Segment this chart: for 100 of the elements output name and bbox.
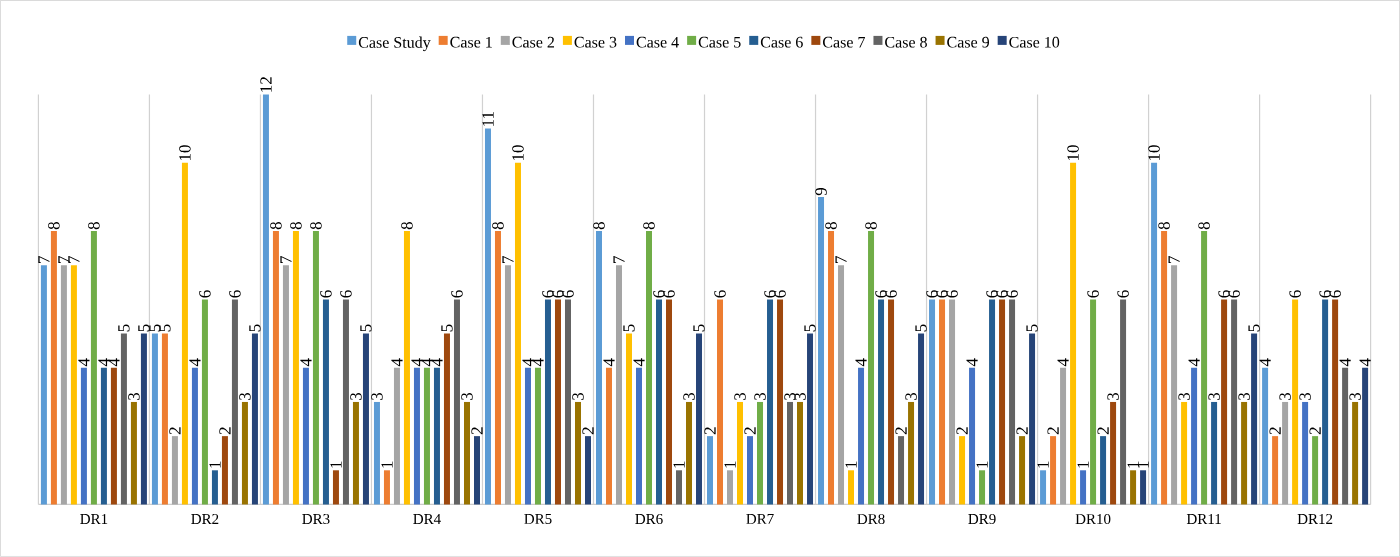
legend-label: Case 2 [512, 36, 555, 48]
bar [676, 470, 682, 505]
bar [1130, 470, 1137, 505]
data-label: 6 [1329, 290, 1341, 298]
bar [1029, 333, 1036, 505]
data-label: 6 [885, 290, 897, 298]
bar [1120, 299, 1127, 505]
data-label: 1 [976, 461, 988, 468]
bar [504, 265, 511, 505]
data-label: 2 [704, 427, 716, 435]
data-label: 6 [199, 290, 211, 298]
bar [413, 367, 420, 505]
legend-label: Case 7 [823, 36, 865, 48]
data-label: 4 [522, 358, 534, 367]
data-label: 5 [441, 324, 453, 332]
data-label: 8 [643, 222, 655, 230]
bar [90, 231, 97, 505]
data-label: 5 [138, 324, 150, 332]
bar [595, 231, 602, 505]
data-label: 3 [1178, 392, 1190, 400]
bar [584, 436, 591, 505]
x-tick-label: DR7 [746, 514, 774, 524]
data-label: 10 [1148, 145, 1160, 161]
legend-label: Case 1 [450, 36, 492, 48]
data-label: 3 [734, 392, 746, 400]
bar [1090, 299, 1097, 505]
data-label: 6 [320, 290, 332, 298]
bar [1221, 299, 1228, 505]
data-label: 4 [855, 358, 867, 367]
data-label: 10 [512, 145, 524, 161]
bar [130, 402, 137, 505]
data-label: 3 [683, 392, 695, 400]
data-label: 6 [653, 290, 665, 298]
data-label: 1 [381, 461, 393, 468]
data-label: 6 [1117, 290, 1129, 298]
bar [939, 299, 946, 505]
bar [60, 265, 67, 505]
data-label: 8 [865, 222, 877, 230]
data-label: 2 [169, 427, 181, 435]
data-label: 6 [936, 290, 948, 298]
bar [787, 402, 794, 505]
bar [1171, 265, 1178, 505]
bar [929, 299, 936, 505]
data-label: 2 [895, 427, 907, 435]
data-label: 4 [391, 358, 403, 367]
data-label: 3 [371, 392, 383, 400]
bar [737, 402, 744, 505]
data-label: 2 [471, 427, 483, 435]
data-label: 3 [905, 392, 917, 400]
bar [272, 231, 279, 505]
bar [918, 333, 925, 505]
data-label: 5 [149, 324, 161, 332]
bar [463, 402, 470, 505]
legend-label: Case 3 [574, 36, 617, 48]
bar [251, 333, 258, 505]
bar [999, 299, 1006, 505]
bar [989, 299, 996, 505]
x-tick-label: DR3 [302, 514, 330, 525]
bar [1201, 231, 1208, 505]
bar [564, 299, 571, 505]
data-label: 4 [966, 358, 978, 367]
data-label: 2 [219, 427, 231, 435]
data-label: 6 [1218, 290, 1230, 298]
data-label: 4 [431, 358, 443, 367]
bar [201, 299, 208, 505]
data-label: 7 [613, 256, 625, 264]
bar [1140, 470, 1147, 505]
bar [636, 367, 642, 505]
bar [898, 436, 905, 505]
x-tick-label: DR11 [1186, 514, 1221, 524]
data-label: 8 [48, 222, 60, 230]
data-label: 3 [754, 392, 766, 400]
bar [626, 333, 632, 505]
data-label: 3 [1238, 392, 1250, 400]
bar [211, 470, 218, 505]
bar [292, 231, 299, 505]
data-label: 10 [1067, 145, 1079, 161]
bar [1282, 402, 1289, 505]
bar [80, 367, 87, 505]
data-label: 1 [1037, 461, 1049, 468]
bar [888, 299, 895, 505]
bar [241, 402, 248, 505]
data-label: 1 [209, 461, 221, 468]
data-label: 8 [825, 222, 837, 230]
bar [120, 333, 127, 505]
data-label: 7 [502, 256, 514, 264]
bar [1050, 436, 1057, 505]
data-label: 8 [290, 222, 302, 230]
x-tick-label: DR6 [635, 514, 663, 525]
data-label: 6 [1006, 290, 1018, 298]
bar [1362, 367, 1369, 505]
data-label: 5 [159, 324, 171, 332]
data-label: 5 [118, 324, 130, 332]
bar [473, 436, 480, 505]
bar [969, 367, 976, 505]
bar [1332, 299, 1339, 505]
bar [1211, 402, 1218, 505]
data-label: 6 [1319, 290, 1331, 298]
data-label: 4 [189, 358, 201, 367]
bar [352, 402, 359, 505]
